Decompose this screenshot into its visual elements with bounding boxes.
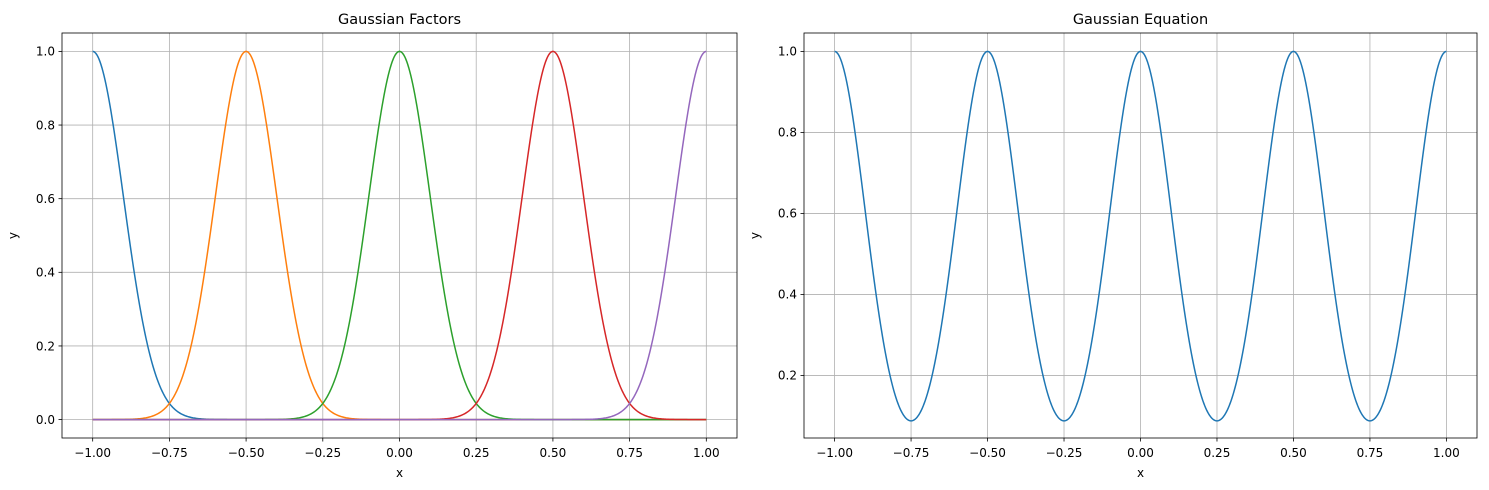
x-tick-label: 1.00 [693, 446, 720, 460]
series-line-5 [92, 50, 707, 421]
y-tick-label: 0.4 [36, 266, 55, 280]
x-tick-label: 0.25 [1204, 446, 1231, 460]
x-tick-label: −1.00 [816, 446, 853, 460]
x-tick-label: 0.50 [540, 446, 567, 460]
y-axis-label: y [6, 232, 20, 239]
y-tick-label: 0.2 [778, 369, 797, 383]
chart-title: Gaussian Factors [338, 12, 461, 28]
chart-panel-1: −1.00 −0.75 −0.50 −0.25 0.00 0.25 0.50 0.75 1.00… [6, 12, 738, 480]
x-tick-label: −0.75 [151, 446, 188, 460]
x-tick-label: −1.00 [74, 446, 111, 460]
y-tick-label: 0.8 [778, 126, 797, 140]
x-tick-label: −0.25 [304, 446, 341, 460]
y-tick-label: 1.0 [778, 45, 797, 59]
chart-title: Gaussian Equation [1073, 12, 1208, 28]
y-tick-label: 0.4 [778, 288, 797, 302]
series-line-1 [834, 50, 1447, 422]
y-tick-label: 0.6 [778, 207, 797, 221]
x-tick-label: 0.50 [1280, 446, 1307, 460]
y-tick-label: 1.0 [36, 45, 55, 59]
x-tick-label: 1.00 [1433, 446, 1460, 460]
x-axis-label: x [1137, 466, 1144, 480]
y-tick-label: 0.0 [36, 413, 55, 427]
y-axis-label: y [748, 232, 762, 239]
y-tick-label: 0.6 [36, 192, 55, 206]
x-tick-label: 0.75 [1357, 446, 1384, 460]
x-axis-label: x [396, 466, 403, 480]
x-tick-label: 0.00 [1127, 446, 1154, 460]
y-tick-label: 0.8 [36, 118, 55, 132]
x-tick-label: 0.00 [386, 446, 413, 460]
x-tick-label: −0.50 [228, 446, 265, 460]
x-tick-label: −0.25 [1046, 446, 1083, 460]
x-tick-label: 0.25 [463, 446, 490, 460]
x-tick-label: 0.75 [616, 446, 643, 460]
x-tick-label: −0.75 [893, 446, 930, 460]
y-tick-label: 0.2 [36, 339, 55, 353]
chart-panel-2: −1.00 −0.75 −0.50 −0.25 0.00 0.25 0.50 0.75 1.00… [748, 12, 1478, 480]
x-tick-label: −0.50 [969, 446, 1006, 460]
